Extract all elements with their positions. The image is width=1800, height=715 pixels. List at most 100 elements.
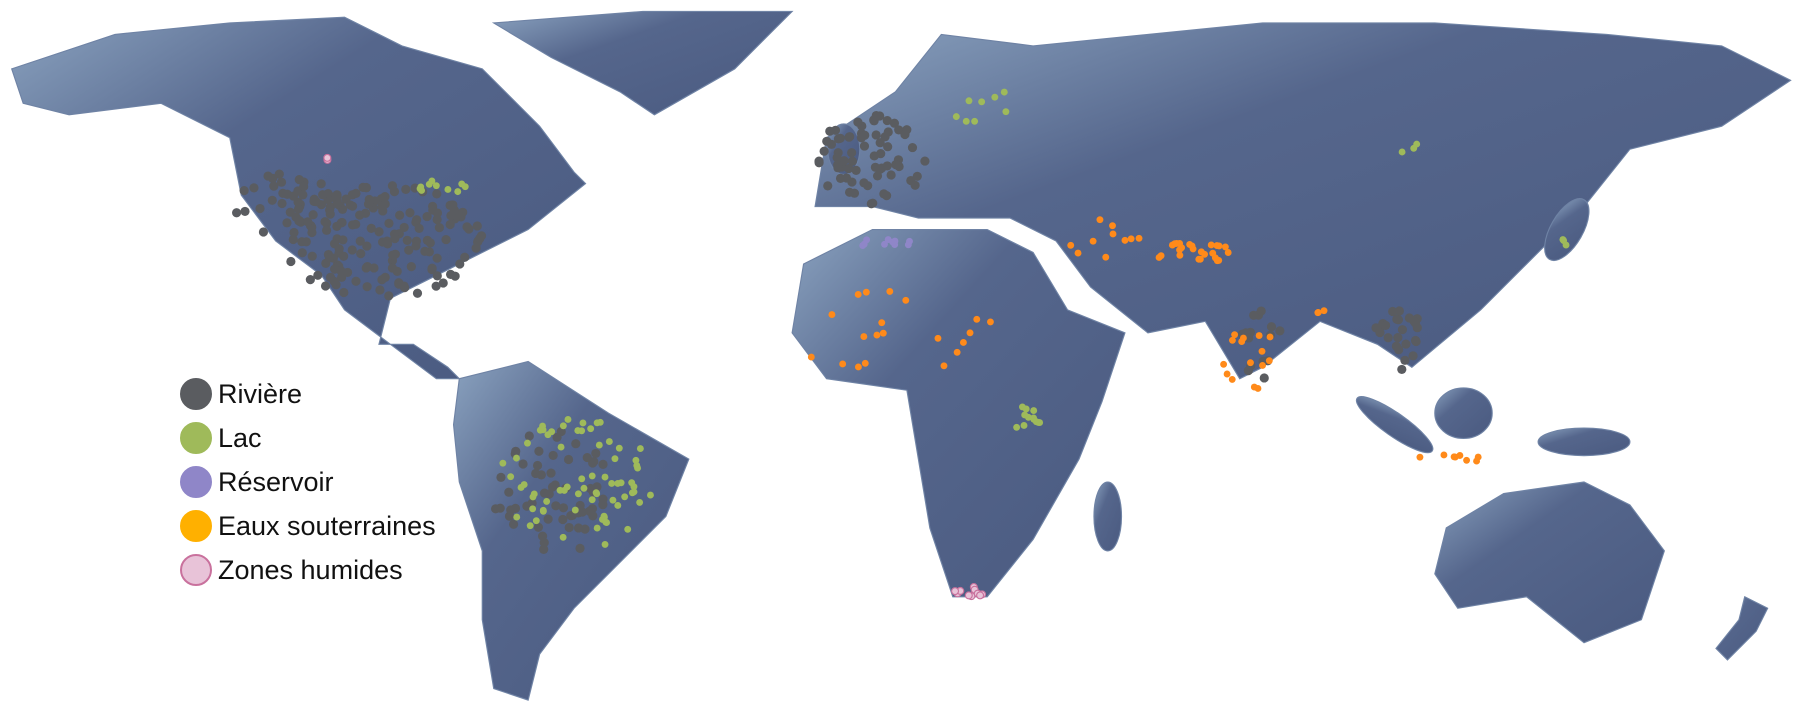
map-marker-riviere <box>387 263 397 273</box>
reservoir-swatch-icon <box>180 466 212 498</box>
map-marker-riviere <box>537 531 548 541</box>
riviere-swatch-icon <box>180 378 212 410</box>
map-marker-lac <box>1410 144 1418 152</box>
map-marker-lac <box>416 185 424 193</box>
map-marker-riviere <box>859 141 870 151</box>
map-marker-riviere <box>455 259 465 269</box>
map-marker-riviere <box>411 236 422 246</box>
map-marker-reservoir <box>860 240 868 248</box>
eaux-souterraines-swatch-icon <box>180 510 212 542</box>
map-marker-lac <box>578 475 586 483</box>
map-marker-riviere <box>402 235 412 245</box>
map-marker-lac <box>520 481 528 489</box>
map-marker-riviere <box>558 514 568 525</box>
map-marker-riviere <box>566 511 576 521</box>
map-marker-lac <box>592 489 600 497</box>
map-marker-riviere <box>232 208 242 218</box>
map-marker-riviere <box>910 180 920 190</box>
map-marker-eaux-souterraines <box>902 296 910 304</box>
map-marker-riviere <box>332 221 342 231</box>
map-marker-lac <box>1020 422 1028 429</box>
map-marker-riviere <box>293 204 304 214</box>
map-marker-riviere <box>445 219 455 230</box>
map-marker-riviere <box>405 208 415 218</box>
map-marker-riviere <box>347 245 357 255</box>
map-marker-eaux-souterraines <box>839 360 847 368</box>
map-marker-riviere <box>550 480 560 490</box>
map-marker-lac <box>1000 88 1008 96</box>
map-marker-lac <box>432 182 440 190</box>
japan <box>1544 198 1590 261</box>
map-marker-eaux-souterraines <box>1228 336 1236 344</box>
map-marker-riviere <box>395 210 405 220</box>
map-marker-riviere <box>369 263 379 273</box>
map-marker-riviere <box>441 235 451 245</box>
map-marker-riviere <box>844 132 854 142</box>
map-marker-riviere <box>1410 318 1421 328</box>
map-marker-eaux-souterraines <box>940 362 948 370</box>
map-marker-eaux-souterraines <box>1089 237 1097 245</box>
map-marker-lac <box>952 113 960 121</box>
legend-item-zones-humides: Zones humides <box>180 548 436 592</box>
map-marker-riviere <box>339 287 349 298</box>
map-marker-reservoir <box>884 236 892 244</box>
map-marker-lac <box>560 487 568 494</box>
map-marker-riviere <box>351 276 361 286</box>
map-marker-riviere <box>374 227 384 237</box>
map-marker-riviere <box>883 127 893 137</box>
map-marker-eaux-souterraines <box>1127 235 1135 243</box>
map-marker-lac <box>965 97 973 105</box>
map-marker-riviere <box>1408 351 1418 361</box>
map-marker-lac <box>557 443 565 451</box>
map-marker-riviere <box>860 130 870 140</box>
map-marker-riviere <box>591 448 601 459</box>
map-marker-eaux-souterraines <box>1109 222 1116 230</box>
map-marker-riviere <box>1393 315 1404 325</box>
legend: Rivière Lac Réservoir Eaux souterraines … <box>180 372 436 592</box>
map-marker-riviere <box>496 472 506 482</box>
map-marker-lac <box>611 455 619 463</box>
map-marker-riviere <box>322 225 332 235</box>
map-marker-riviere <box>278 188 288 198</box>
map-marker-riviere <box>406 262 416 272</box>
map-marker-lac <box>628 479 636 487</box>
map-marker-riviere <box>412 215 422 225</box>
map-marker-riviere <box>907 142 918 153</box>
map-marker-lac <box>559 533 567 541</box>
map-marker-riviere <box>1391 341 1401 351</box>
map-marker-riviere <box>871 130 881 140</box>
map-marker-riviere <box>844 187 855 197</box>
legend-item-reservoir: Réservoir <box>180 460 436 504</box>
map-marker-riviere <box>428 205 438 215</box>
map-marker-riviere <box>338 235 348 245</box>
map-marker-riviere <box>320 281 331 291</box>
map-marker-riviere <box>404 245 414 255</box>
map-marker-riviere <box>356 249 366 259</box>
map-marker-riviere <box>814 158 824 168</box>
map-marker-riviere <box>276 177 287 187</box>
map-marker-lac <box>454 188 462 196</box>
madagascar <box>1093 481 1123 552</box>
map-marker-riviere <box>258 227 269 237</box>
map-marker-lac <box>532 517 540 525</box>
map-marker-riviere <box>355 210 365 220</box>
map-marker-lac <box>513 454 520 462</box>
map-marker-riviere <box>355 236 365 246</box>
map-marker-riviere <box>288 234 298 245</box>
map-marker-riviere <box>548 450 558 461</box>
map-marker-lac <box>444 185 452 193</box>
map-marker-zones-humides <box>323 153 332 162</box>
map-marker-eaux-souterraines <box>1224 249 1232 256</box>
map-marker-riviere <box>274 169 284 179</box>
map-marker-riviere <box>366 223 376 233</box>
borneo <box>1434 387 1493 439</box>
map-marker-riviere <box>1394 306 1404 316</box>
map-marker-lac <box>1036 419 1044 426</box>
lac-swatch-icon <box>180 422 212 454</box>
map-marker-riviere <box>434 223 444 233</box>
map-marker-riviere <box>546 468 556 478</box>
map-marker-riviere <box>1256 306 1266 316</box>
map-marker-lac <box>580 484 588 492</box>
map-marker-riviere <box>334 244 344 254</box>
